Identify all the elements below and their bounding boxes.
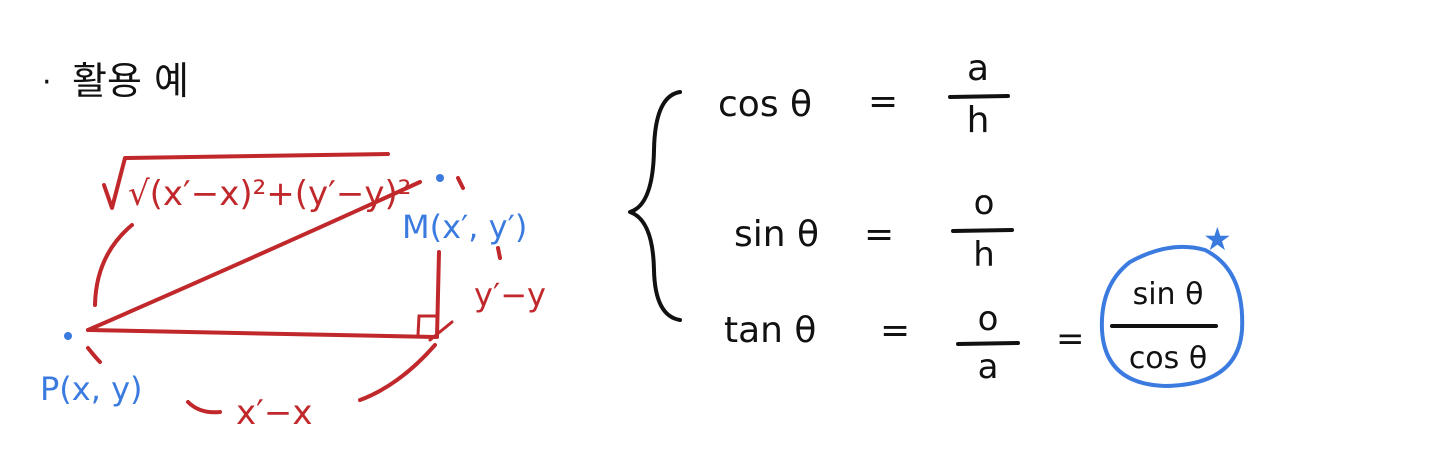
hypotenuse-line (86, 180, 422, 332)
base-brace-left (186, 400, 222, 415)
tan-equals: = (880, 310, 910, 351)
tan-numerator: o (978, 299, 999, 339)
right-angle-marker (416, 314, 437, 336)
star-icon: ★ (1203, 220, 1232, 258)
cos-numerator: a (967, 48, 989, 89)
heading-text: 활용 예 (72, 59, 189, 103)
hypotenuse-brace (93, 223, 134, 307)
tan-fraction-bar (956, 341, 1020, 346)
point-m-label: M(x′, y′) (402, 208, 527, 246)
sqrt-sign-icon (102, 152, 390, 210)
height-label: y′−y (474, 276, 546, 314)
height-brace-bottom (496, 246, 502, 260)
right-angle-tick (428, 320, 454, 342)
base-brace-right (358, 343, 437, 402)
hypotenuse-label: √(x′−x)²+(y′−y)² (128, 174, 411, 214)
triangle-diagram: √(x′−x)²+(y′−y)² x′−x y′−y P(x, y) M(x′,… (40, 152, 546, 433)
tan-equals-2: = (1056, 319, 1085, 359)
point-p-dot (64, 332, 72, 340)
highlight-circle-icon (1099, 244, 1245, 389)
vertical-line (435, 250, 441, 339)
sin-fraction-bar (951, 228, 1014, 233)
point-p-label: P(x, y) (40, 370, 142, 408)
sin-lhs: sin θ (734, 214, 819, 255)
formula-group: cos θ = a h sin θ = o h tan θ = o a = si… (628, 48, 1245, 389)
sin-denominator: h (973, 235, 995, 275)
cos-fraction-bar (948, 94, 1010, 99)
point-m-dot (436, 174, 444, 182)
cos-equals: = (868, 81, 898, 122)
base-brace-left-tick (86, 346, 102, 364)
sin-equals: = (864, 214, 894, 255)
base-line (86, 328, 437, 339)
sin-numerator: o (974, 183, 995, 223)
base-label: x′−x (236, 393, 312, 433)
tan-lhs: tan θ (724, 310, 816, 351)
cos-denominator: h (967, 100, 990, 141)
ratio-denominator: cos θ (1129, 341, 1207, 376)
heading-bullet: · (42, 65, 52, 100)
curly-brace-icon (628, 90, 682, 322)
ratio-numerator: sin θ (1133, 277, 1204, 312)
cos-lhs: cos θ (718, 84, 812, 125)
height-brace-top (456, 176, 465, 190)
tan-denominator: a (978, 347, 999, 387)
